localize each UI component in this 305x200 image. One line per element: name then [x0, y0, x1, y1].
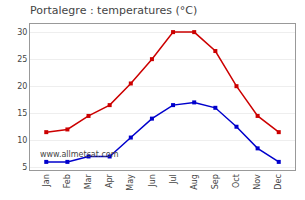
svg-text:Apr: Apr [105, 173, 114, 188]
svg-text:10: 10 [17, 136, 27, 145]
svg-text:Portalegre : temperatures (°C): Portalegre : temperatures (°C) [30, 4, 197, 17]
svg-text:Jun: Jun [148, 174, 157, 188]
svg-text:www.allmetsat.com: www.allmetsat.com [40, 150, 119, 159]
svg-text:5: 5 [22, 163, 27, 172]
svg-text:May: May [126, 174, 135, 191]
svg-text:Feb: Feb [63, 174, 72, 188]
svg-text:Sep: Sep [211, 174, 220, 189]
svg-text:Jan: Jan [42, 174, 51, 187]
svg-text:Aug: Aug [190, 174, 199, 190]
svg-text:30: 30 [17, 28, 27, 37]
svg-text:Jul: Jul [169, 174, 178, 185]
svg-text:Mar: Mar [84, 173, 93, 189]
svg-text:15: 15 [17, 109, 27, 118]
svg-text:Nov: Nov [253, 174, 262, 190]
svg-text:Dec: Dec [274, 174, 283, 189]
svg-text:Oct: Oct [232, 174, 241, 188]
svg-text:20: 20 [17, 82, 27, 91]
svg-text:25: 25 [17, 55, 27, 64]
